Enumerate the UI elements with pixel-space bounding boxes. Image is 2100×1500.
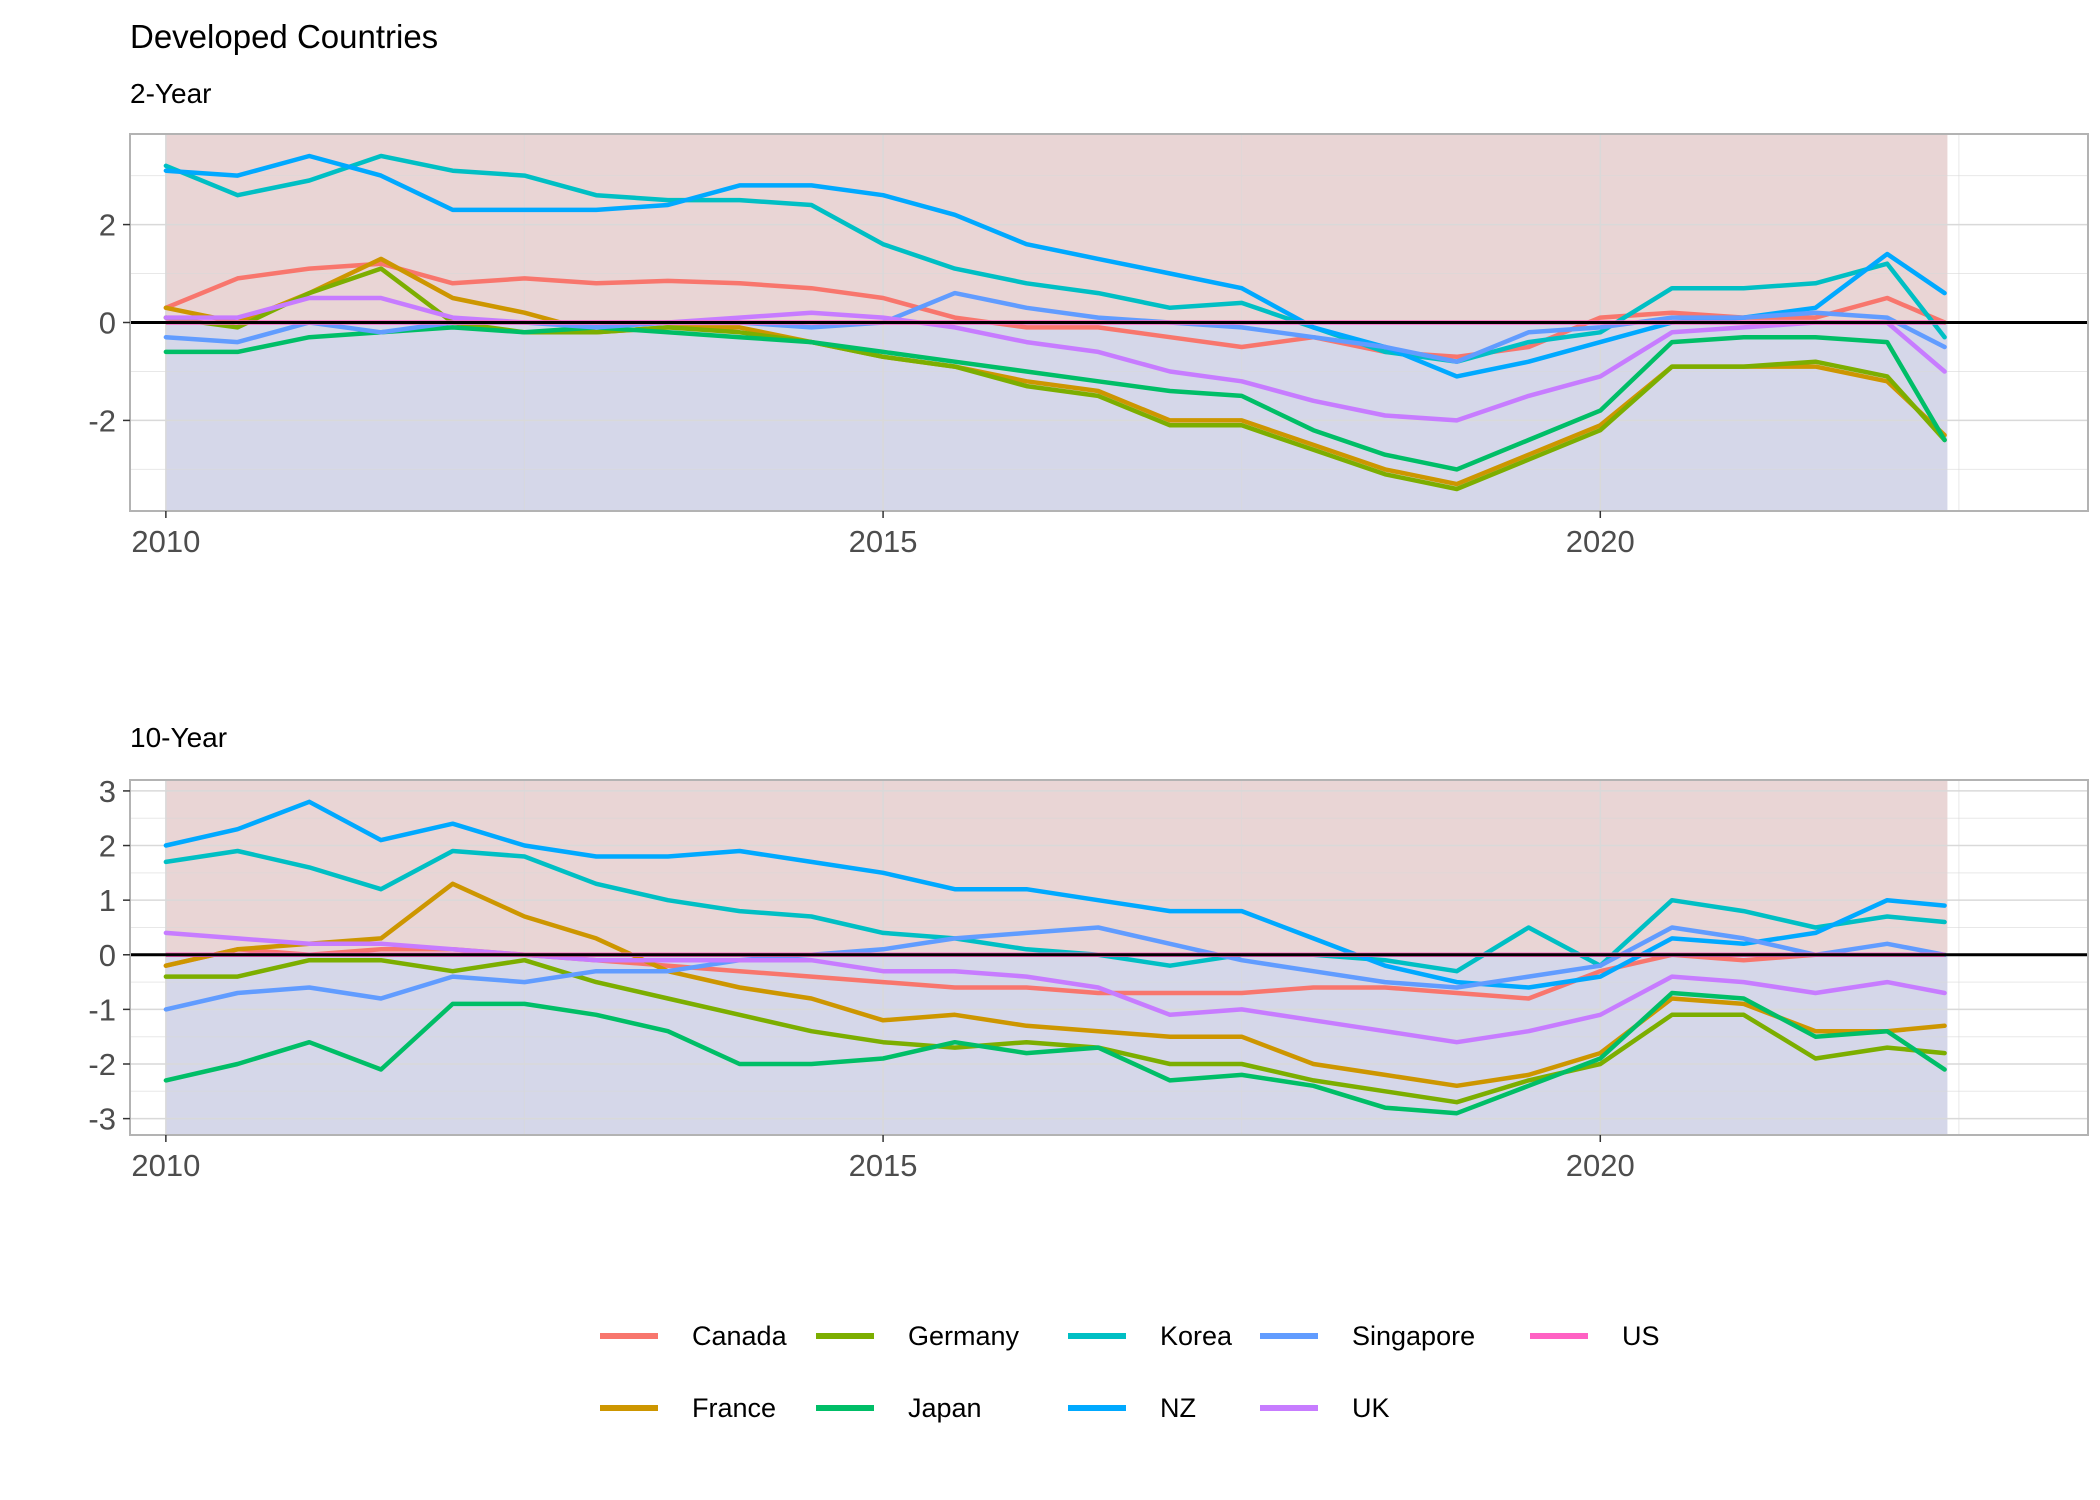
legend-swatch-uk: [1260, 1405, 1318, 1411]
legend-item-nz: NZ: [1068, 1390, 1196, 1426]
series-line-nz: [163, 799, 1947, 990]
legend-label-canada: Canada: [692, 1320, 787, 1351]
legend-item-france: France: [600, 1390, 776, 1426]
legend-label-japan: Japan: [908, 1392, 982, 1423]
series-line-korea: [163, 848, 1947, 974]
series-line-japan: [163, 990, 1947, 1116]
y-tick-label: 1: [99, 883, 116, 918]
legend-label-germany: Germany: [908, 1320, 1020, 1351]
x-tick-label: 2020: [1566, 1148, 1635, 1183]
legend-item-uk: UK: [1260, 1390, 1390, 1426]
y-tick-label: 2: [99, 208, 116, 243]
legend-swatch-germany: [816, 1333, 874, 1339]
legend-label-nz: NZ: [1160, 1392, 1196, 1423]
legend-item-canada: Canada: [600, 1318, 787, 1354]
y-tick-label: -2: [88, 403, 116, 438]
series-line-canada: [163, 261, 1947, 360]
legend-label-france: France: [692, 1392, 777, 1423]
legend: Canada Germany Korea Singapore US France…: [600, 1318, 1760, 1458]
legend-item-singapore: Singapore: [1260, 1318, 1475, 1354]
series-line-france: [163, 881, 1947, 1089]
series-line-singapore: [163, 925, 1947, 1012]
x-tick-label: 2010: [131, 1148, 200, 1183]
panel-1-subtitle: 2-Year: [130, 78, 212, 109]
legend-item-japan: Japan: [816, 1390, 982, 1426]
y-tick-label: 3: [99, 774, 116, 809]
y-tick-label: -1: [88, 992, 116, 1027]
y-tick-label: 0: [99, 306, 116, 341]
y-tick-label: -2: [88, 1047, 116, 1082]
panel-2: -3 -2 -1 0 1 2 3 2010 2015 2020: [88, 774, 2089, 1183]
y-tick-label: 0: [99, 938, 116, 973]
panel-1: -2 0 2 2010 2015 2020: [88, 133, 2089, 559]
legend-item-germany: Germany: [816, 1318, 1019, 1354]
chart-title: Developed Countries: [130, 18, 439, 55]
series-line-uk: [163, 295, 1947, 423]
legend-swatch-nz: [1068, 1405, 1126, 1411]
positive-band: [165, 780, 1948, 955]
legend-item-korea: Korea: [1068, 1318, 1232, 1354]
x-tick-label: 2020: [1566, 524, 1635, 559]
legend-swatch-korea: [1068, 1333, 1126, 1339]
x-tick-label: 2010: [131, 524, 200, 559]
y-tick-label: -3: [88, 1102, 116, 1137]
legend-swatch-singapore: [1260, 1333, 1318, 1339]
legend-label-singapore: Singapore: [1352, 1320, 1476, 1351]
legend-label-uk: UK: [1352, 1392, 1390, 1423]
legend-item-us: US: [1530, 1318, 1660, 1354]
series-line-germany: [163, 957, 1947, 1105]
panel-2-subtitle: 10-Year: [130, 722, 228, 753]
panel-border: [129, 779, 2089, 1136]
positive-band: [165, 134, 1948, 323]
negative-band: [165, 322, 1948, 511]
legend-label-us: US: [1622, 1320, 1660, 1351]
legend-swatch-canada: [600, 1333, 658, 1339]
series-line-japan: [163, 325, 1947, 472]
series-line-korea: [163, 153, 1947, 364]
legend-swatch-us: [1530, 1333, 1588, 1339]
series-line-uk: [163, 930, 1947, 1045]
legend-swatch-japan: [816, 1405, 874, 1411]
legend-label-korea: Korea: [1160, 1320, 1233, 1351]
x-tick-label: 2015: [849, 524, 918, 559]
x-tick-label: 2015: [849, 1148, 918, 1183]
y-tick-label: 2: [99, 829, 116, 864]
legend-swatch-france: [600, 1405, 658, 1411]
series-line-nz: [163, 153, 1947, 379]
